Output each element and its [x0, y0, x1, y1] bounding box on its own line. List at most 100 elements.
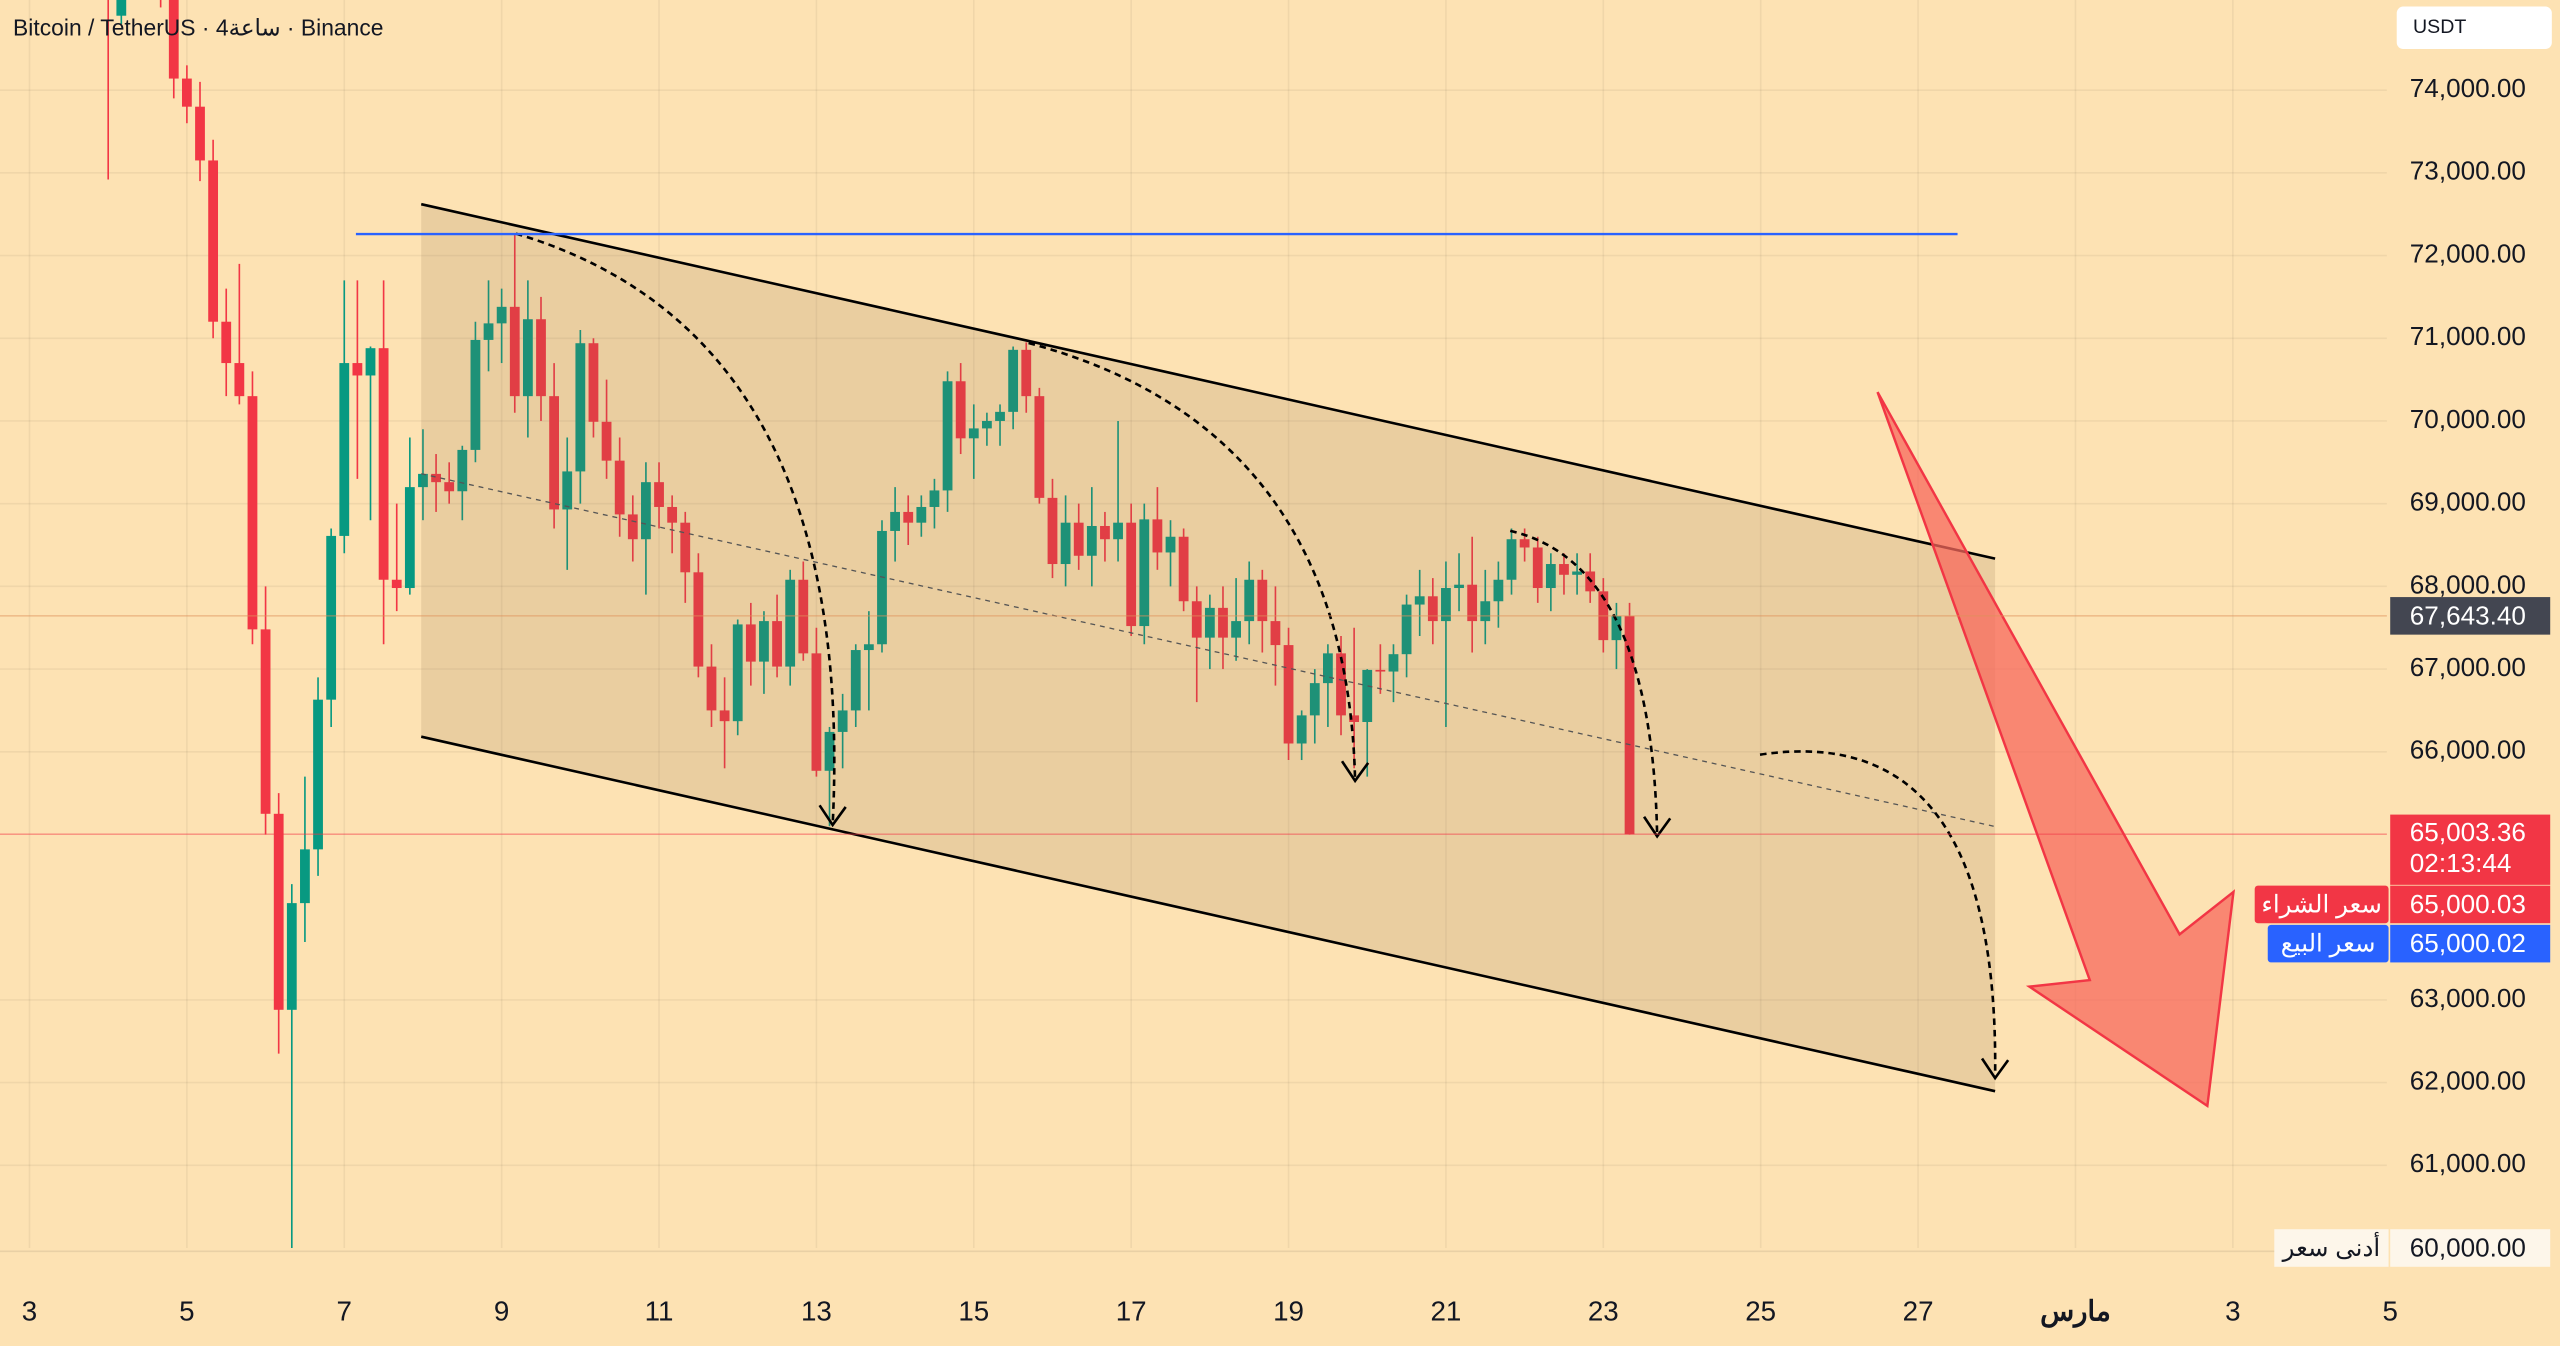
- candle-body: [168, 0, 179, 79]
- candle-body: [916, 506, 927, 523]
- candle-body: [1283, 645, 1294, 744]
- candle-body: [1362, 669, 1373, 722]
- candle-body: [1178, 536, 1189, 602]
- candle-body: [1296, 715, 1307, 744]
- ask-name-box: [2267, 924, 2389, 963]
- overlay: [0, 232, 2387, 835]
- candle-body: [536, 319, 546, 397]
- channel-fill: [421, 204, 1996, 1092]
- countdown-label: 02:13:44: [2410, 848, 2512, 878]
- y-tick-label: 61,000.00: [2410, 1148, 2526, 1178]
- x-tick-label: 11: [645, 1296, 674, 1327]
- candle-body: [1100, 525, 1110, 540]
- candle-body: [667, 506, 678, 523]
- y-tick-label: 67,000.00: [2410, 652, 2526, 682]
- candle-body: [654, 482, 664, 507]
- y-tick-label: 62,000.00: [2410, 1065, 2526, 1095]
- candle-body: [470, 339, 481, 450]
- price-axis: [2386, 0, 2560, 1346]
- candle-body: [1467, 584, 1478, 622]
- candle-body: [1270, 621, 1281, 646]
- crosshair-label: 67,643.40: [2410, 600, 2526, 630]
- candle-body: [286, 903, 297, 1010]
- candle-body: [680, 522, 691, 573]
- axes: 61,000.00 62,000.00 63,000.00 66,000.00 67,0…: [22, 73, 2551, 1329]
- candle-body: [1480, 601, 1491, 622]
- dashed-arc: [1028, 341, 1357, 781]
- candle-body: [1204, 607, 1215, 638]
- candle-body: [1414, 596, 1425, 605]
- dashed-arc: [515, 232, 836, 825]
- candle-body: [575, 343, 586, 472]
- candle-body: [1427, 596, 1438, 622]
- candle-body: [1034, 396, 1045, 498]
- candle-body: [234, 363, 245, 397]
- candle-body: [1519, 539, 1530, 548]
- candle-body: [365, 348, 376, 376]
- candle-body: [995, 411, 1005, 421]
- candle-body: [1336, 653, 1346, 716]
- candle-body: [1401, 604, 1412, 655]
- time-axis: [0, 1251, 2387, 1346]
- x-tick-label: 7: [337, 1296, 352, 1327]
- candle-body: [903, 511, 914, 523]
- candle-body: [627, 514, 638, 540]
- x-tick-label: 17: [1116, 1296, 1147, 1327]
- big-arrow: [1876, 391, 2236, 1109]
- candle-body: [1139, 519, 1150, 627]
- candle-body: [850, 650, 861, 711]
- candle-body: [1021, 349, 1032, 397]
- candle-body: [509, 306, 520, 397]
- arrow-head: [818, 804, 847, 828]
- candle-body: [483, 323, 494, 340]
- y-tick-label: 74,000.00: [2410, 73, 2526, 103]
- arrow-head: [1980, 1057, 2010, 1081]
- y-tick-label: 73,000.00: [2410, 156, 2526, 186]
- candle-body: [391, 579, 402, 589]
- candle-body: [1060, 522, 1071, 565]
- candle-body: [968, 428, 979, 439]
- candle-body: [1493, 579, 1504, 602]
- currency-label[interactable]: USDT: [2413, 16, 2466, 38]
- candle-body: [1152, 519, 1163, 553]
- y-tick-label: 66,000.00: [2410, 735, 2526, 765]
- candle-body: [1441, 588, 1451, 622]
- x-tick-label: 23: [1588, 1296, 1619, 1327]
- candle-body: [1086, 525, 1097, 556]
- drawings: [420, 202, 2236, 1109]
- ask-box: [2390, 924, 2551, 963]
- candle-body: [313, 699, 323, 850]
- candle-body: [326, 535, 337, 700]
- candle-body: [693, 572, 704, 667]
- candle-body: [1532, 547, 1543, 589]
- candle-body: [824, 731, 835, 771]
- low-name-box: [2274, 1229, 2389, 1267]
- candle-body: [877, 530, 887, 645]
- y-tick-label: 63,000.00: [2410, 983, 2526, 1013]
- currency-button[interactable]: [2396, 6, 2552, 50]
- dashed-arrows: [515, 232, 1997, 1079]
- arrow-head: [1340, 760, 1370, 784]
- candle-body: [221, 321, 232, 364]
- x-tick-label: 25: [1745, 1296, 1776, 1327]
- candle-body: [641, 482, 651, 540]
- candle-body: [1375, 669, 1386, 672]
- candle-body: [1349, 715, 1360, 722]
- x-tick-label: 15: [958, 1296, 989, 1327]
- candle-body: [1309, 683, 1320, 716]
- x-tick-label: 3: [22, 1296, 37, 1327]
- candle-body: [588, 343, 599, 422]
- x-tick-label: مارس: [2040, 1296, 2111, 1329]
- candle-body: [181, 78, 192, 107]
- channel-mid: [421, 473, 1996, 828]
- candle-body: [404, 487, 415, 589]
- ask-name: سعر البيع: [2281, 931, 2376, 958]
- candle-body: [1624, 616, 1635, 835]
- bid-name: سعر الشراء: [2261, 892, 2382, 919]
- candle-body: [1454, 584, 1464, 589]
- candle-body: [1047, 497, 1058, 565]
- candle-body: [772, 621, 782, 667]
